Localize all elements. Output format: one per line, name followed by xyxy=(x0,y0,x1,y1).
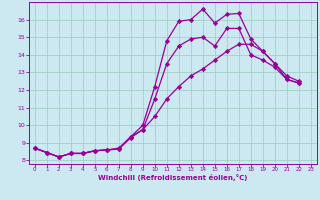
X-axis label: Windchill (Refroidissement éolien,°C): Windchill (Refroidissement éolien,°C) xyxy=(98,174,247,181)
